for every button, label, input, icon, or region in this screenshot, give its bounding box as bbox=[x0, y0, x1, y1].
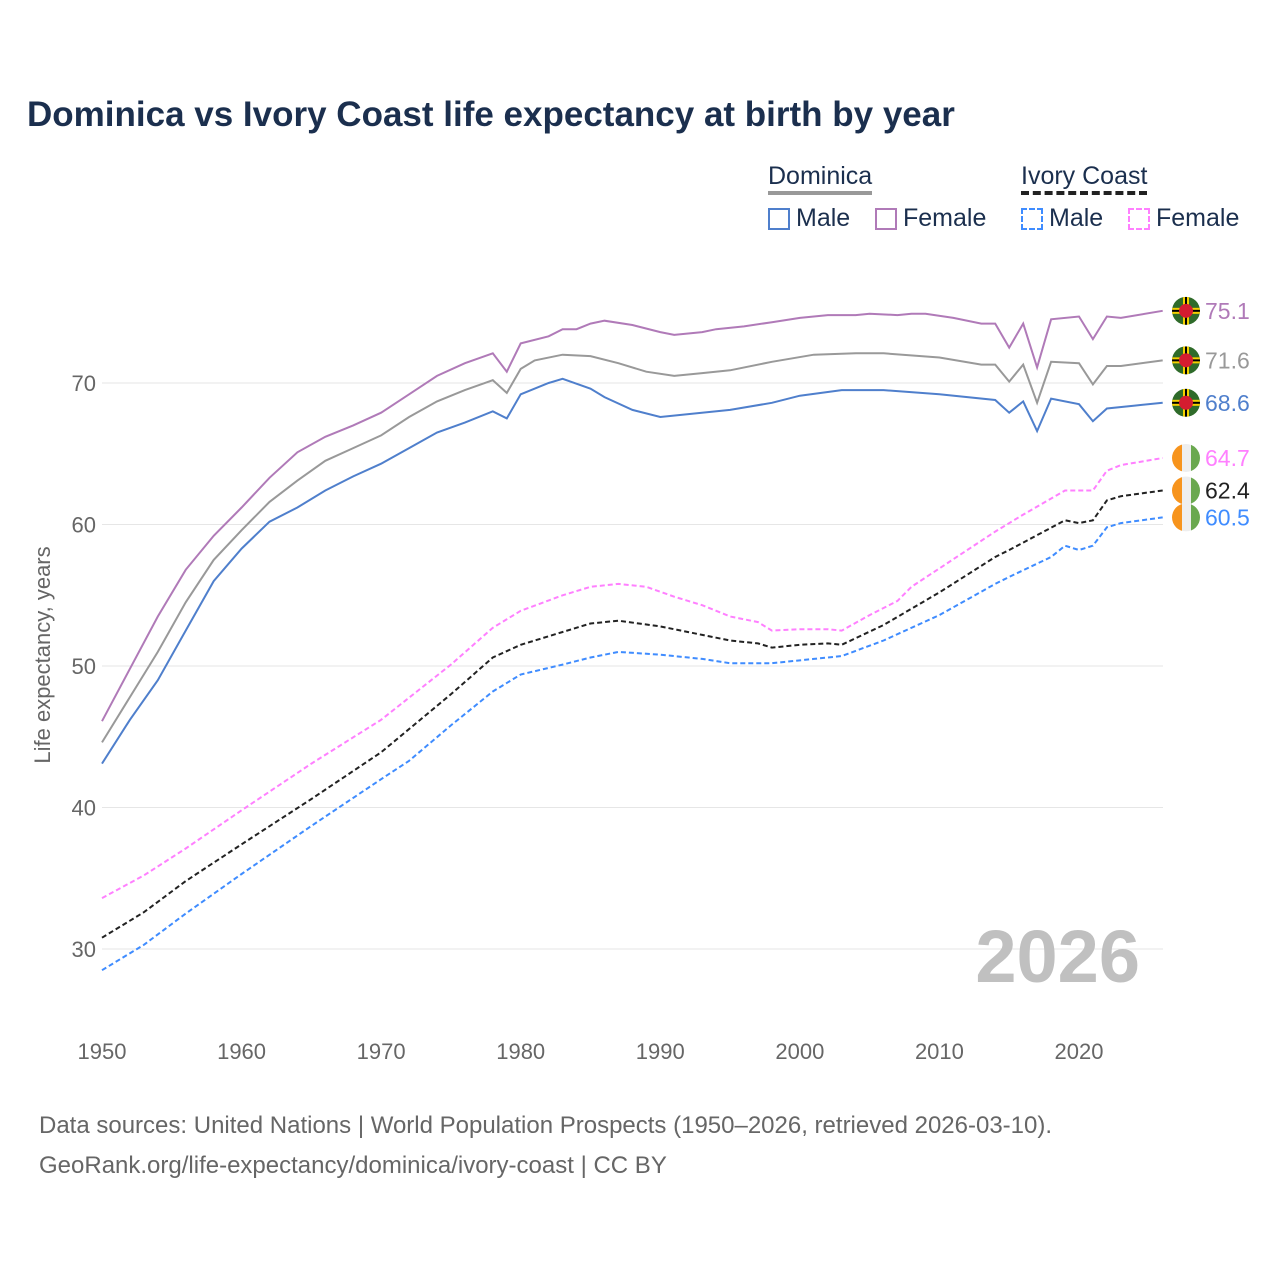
end-value-label: 60.5 bbox=[1205, 504, 1250, 530]
end-value-label: 64.7 bbox=[1205, 445, 1250, 471]
ivory-coast-flag bbox=[1172, 476, 1200, 505]
x-tick-label: 1980 bbox=[496, 1039, 545, 1064]
source-note: Data sources: United Nations | World Pop… bbox=[39, 1106, 1052, 1186]
legend-label: Female bbox=[1156, 204, 1240, 232]
x-tick-label: 1950 bbox=[78, 1039, 127, 1064]
y-tick-label: 40 bbox=[72, 796, 96, 821]
flag-icon bbox=[1172, 443, 1200, 472]
x-tick-label: 2000 bbox=[775, 1039, 824, 1064]
ivory-coast-flag bbox=[1172, 443, 1200, 472]
flag-disc bbox=[1179, 353, 1193, 368]
y-tick-label: 70 bbox=[72, 371, 96, 396]
end-value-label: 71.6 bbox=[1205, 347, 1250, 373]
flag-disc bbox=[1179, 303, 1193, 318]
x-tick-label: 1970 bbox=[357, 1039, 406, 1064]
series-line-ivory-coast-female bbox=[101, 457, 1163, 899]
flag-icon bbox=[1172, 346, 1200, 375]
flag-icon bbox=[1172, 503, 1200, 532]
chart-title: Dominica vs Ivory Coast life expectancy … bbox=[27, 95, 955, 134]
y-tick-label: 50 bbox=[72, 654, 96, 679]
flag-band bbox=[1182, 476, 1191, 505]
flag-band bbox=[1191, 503, 1200, 532]
legend-dominica-male[interactable]: Male bbox=[768, 204, 850, 233]
flag-band bbox=[1182, 443, 1191, 472]
end-value-label: 62.4 bbox=[1205, 478, 1250, 504]
year-watermark: 2026 bbox=[975, 915, 1140, 998]
flag-band bbox=[1191, 476, 1200, 505]
ivory-coast-flag bbox=[1172, 503, 1200, 532]
legend-dominica-female[interactable]: Female bbox=[875, 204, 986, 233]
end-value-label: 75.1 bbox=[1205, 298, 1250, 324]
flag-band bbox=[1172, 476, 1182, 505]
legend-group-ivory-coast: Ivory Coast bbox=[1021, 162, 1148, 195]
source-link[interactable]: GeoRank.org/life-expectancy/dominica/ivo… bbox=[39, 1152, 667, 1179]
source-line-1: Data sources: United Nations | World Pop… bbox=[39, 1112, 1053, 1139]
y-axis-label: Life expectancy, years bbox=[30, 546, 55, 763]
y-tick-label: 60 bbox=[72, 513, 96, 538]
series-line-dominica-female bbox=[101, 309, 1163, 722]
series-line-dominica bbox=[101, 352, 1163, 743]
dominica-flag bbox=[1172, 296, 1200, 325]
flag-disc bbox=[1179, 395, 1193, 410]
flag-band bbox=[1191, 443, 1200, 472]
flag-band bbox=[1182, 503, 1191, 532]
y-tick-label: 30 bbox=[72, 937, 96, 962]
legend-swatch bbox=[768, 207, 790, 230]
legend-label: Male bbox=[796, 204, 851, 232]
legend-swatch bbox=[1128, 207, 1150, 230]
flag-icon bbox=[1172, 296, 1200, 325]
x-tick-label: 1990 bbox=[636, 1039, 685, 1064]
legend-swatch bbox=[1021, 207, 1043, 230]
legend-ivory-coast-male[interactable]: Male bbox=[1021, 204, 1103, 233]
legend-swatch bbox=[875, 207, 897, 230]
end-value-label: 68.6 bbox=[1205, 390, 1250, 416]
x-tick-label: 2020 bbox=[1055, 1039, 1104, 1064]
flag-icon bbox=[1172, 388, 1200, 417]
series-line-dominica-male bbox=[101, 377, 1163, 765]
legend-label: Female bbox=[903, 204, 987, 232]
legend-ivory-coast-female[interactable]: Female bbox=[1128, 204, 1239, 233]
x-tick-label: 1960 bbox=[217, 1039, 266, 1064]
legend-group-dominica: Dominica bbox=[768, 162, 873, 195]
legend-label: Male bbox=[1049, 204, 1104, 232]
flag-band bbox=[1172, 503, 1182, 532]
dominica-flag bbox=[1172, 346, 1200, 375]
flag-icon bbox=[1172, 476, 1200, 505]
series-line-ivory-coast-male bbox=[101, 516, 1163, 972]
series-line-ivory-coast bbox=[101, 489, 1163, 939]
dominica-flag bbox=[1172, 388, 1200, 417]
flag-band bbox=[1172, 443, 1182, 472]
x-tick-label: 2010 bbox=[915, 1039, 964, 1064]
